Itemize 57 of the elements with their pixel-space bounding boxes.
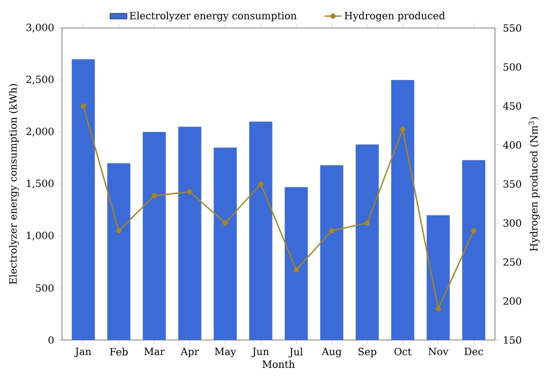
legend-label: Hydrogen produced [344, 12, 445, 22]
y-tick-label: 2,500 [26, 76, 54, 84]
y-tick-label: 0 [48, 336, 54, 344]
point [400, 126, 406, 132]
bar [356, 144, 379, 340]
point [436, 306, 441, 312]
y2-axis-title: Hydrogen produced (Nm$^{3}$) [528, 117, 540, 252]
bar [72, 59, 95, 340]
y-tick-label: 500 [36, 284, 54, 292]
x-tick-label: Nov [428, 348, 448, 356]
point [471, 228, 476, 234]
point [258, 181, 264, 187]
bar [142, 132, 166, 340]
y2-tick-label: 350 [504, 180, 522, 188]
x-tick-label: Oct [394, 348, 412, 356]
bar [249, 122, 272, 340]
x-tick-label: Jan [74, 348, 92, 358]
point [80, 103, 86, 109]
point [294, 267, 299, 272]
y-tick-label: 1,500 [26, 180, 54, 188]
x-tick-label: May [214, 348, 236, 358]
y2-tick-label: 200 [503, 297, 522, 305]
x-tick-label: Aug [322, 348, 342, 358]
point [187, 189, 192, 194]
x-tick-label: Apr [180, 348, 199, 358]
y-axis-title: Electrolyzer energy consumption (kWh) [9, 84, 19, 284]
bar [320, 165, 344, 340]
legend-label: Electrolyzer energy consumption [130, 12, 297, 22]
x-tick-label: Dec [464, 348, 483, 356]
x-tick-label: Mar [144, 348, 165, 356]
y-tick-label: 3,000 [26, 24, 54, 32]
x-tick-label: Jun [252, 348, 269, 358]
y2-tick-label: 450 [503, 102, 522, 110]
y2-tick-label: 400 [503, 141, 522, 149]
y2-tick-label: 250 [503, 258, 522, 266]
bar [107, 163, 130, 340]
point [152, 193, 157, 198]
bar [462, 160, 486, 340]
y2-tick-label: 550 [504, 24, 522, 32]
point [116, 228, 122, 234]
x-axis-title: Month [262, 360, 295, 368]
y2-tick-label: 500 [504, 63, 522, 71]
y-tick-label: 1,000 [26, 232, 54, 240]
y2-tick-label: 150 [504, 336, 522, 344]
x-tick-label: Sep [358, 348, 376, 358]
x-tick-label: Jul [288, 348, 303, 358]
x-tick-label: Feb [110, 348, 128, 356]
bar [391, 80, 414, 340]
bar [214, 148, 237, 340]
bar [426, 215, 450, 340]
point [329, 228, 334, 234]
y2-tick-label: 300 [504, 219, 522, 227]
point [222, 220, 228, 226]
point [364, 220, 370, 226]
y-tick-label: 2,000 [26, 128, 54, 136]
bar [178, 126, 202, 340]
bar [284, 187, 308, 340]
